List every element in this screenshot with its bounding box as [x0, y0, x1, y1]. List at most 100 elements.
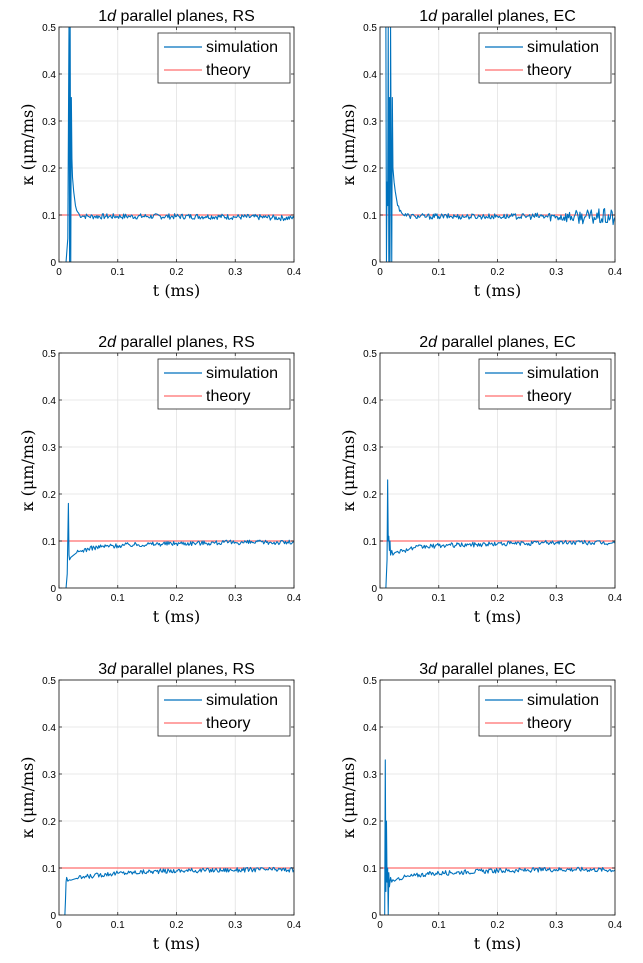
legend: simulation theory	[478, 358, 612, 410]
y-tick-label: 0.4	[363, 70, 377, 81]
y-tick-label: 0	[371, 258, 377, 269]
legend: simulation theory	[157, 685, 291, 737]
y-tick-label: 0.2	[42, 164, 56, 175]
y-tick-label: 0.3	[363, 117, 377, 128]
x-tick-label: 0.3	[549, 920, 563, 931]
legend-simulation-label: simulation	[206, 365, 278, 382]
legend-box	[478, 685, 612, 737]
x-tick-label: 0.1	[432, 593, 446, 604]
x-tick-label: 0.2	[170, 267, 184, 278]
simulation-line	[384, 759, 615, 915]
y-tick-label: 0.1	[42, 537, 56, 548]
y-tick-label: 0.5	[42, 349, 56, 360]
y-tick-label: 0.2	[42, 817, 56, 828]
simulation-line	[65, 502, 294, 588]
x-tick-label: 0	[377, 267, 383, 278]
y-axis-label: κ (μm/ms)	[18, 757, 37, 839]
x-tick-label: 0	[56, 267, 62, 278]
x-tick-label: 0.3	[228, 593, 242, 604]
y-tick-label: 0.5	[363, 23, 377, 34]
chart-title-dim: d	[428, 661, 438, 678]
chart-title-number: 3	[98, 661, 107, 678]
chart-title-rest: parallel planes, RS	[116, 661, 255, 678]
chart-title-number: 2	[419, 334, 428, 351]
x-tick-label: 0.2	[491, 267, 505, 278]
x-axis-label: t (ms)	[474, 607, 521, 626]
chart-title: 1d parallel planes, RS	[98, 8, 255, 25]
y-axis-label: κ (μm/ms)	[18, 430, 37, 512]
legend-box	[157, 685, 291, 737]
chart-title-dim: d	[107, 8, 117, 25]
x-axis-label: t (ms)	[153, 281, 200, 300]
x-tick-label: 0.4	[287, 593, 301, 604]
chart-panel-2: 0 0.1 0.2 0.3 0.4 0 0.1 0.2 0.3 0.4 0.5 1d parallel…	[339, 8, 622, 300]
x-tick-label: 0	[56, 920, 62, 931]
x-tick-label: 0.3	[549, 593, 563, 604]
x-tick-label: 0.3	[228, 920, 242, 931]
legend-box	[478, 32, 612, 84]
chart-title-rest: parallel planes, EC	[437, 661, 576, 678]
y-tick-label: 0.1	[42, 211, 56, 222]
x-tick-label: 0.1	[111, 920, 125, 931]
y-axis-label: κ (μm/ms)	[18, 104, 37, 186]
chart-title-number: 1	[98, 8, 107, 25]
x-tick-label: 0.1	[111, 593, 125, 604]
legend-simulation-label: simulation	[527, 365, 599, 382]
x-axis-label: t (ms)	[474, 934, 521, 953]
legend: simulation theory	[157, 32, 291, 84]
x-tick-label: 0.3	[228, 267, 242, 278]
chart-title-rest: parallel planes, EC	[437, 334, 576, 351]
chart-title-number: 1	[419, 8, 428, 25]
x-tick-label: 0.2	[170, 920, 184, 931]
y-tick-label: 0	[50, 258, 56, 269]
x-tick-label: 0.4	[608, 593, 622, 604]
chart-title: 1d parallel planes, EC	[419, 8, 576, 25]
x-tick-label: 0.1	[432, 920, 446, 931]
x-tick-label: 0	[377, 920, 383, 931]
y-tick-label: 0.2	[363, 817, 377, 828]
x-tick-label: 0.3	[549, 267, 563, 278]
y-tick-label: 0.2	[363, 164, 377, 175]
chart-title-rest: parallel planes, RS	[116, 334, 255, 351]
y-tick-label: 0.1	[363, 537, 377, 548]
legend-theory-label: theory	[206, 62, 250, 79]
legend-theory-label: theory	[206, 715, 250, 732]
x-tick-label: 0.1	[111, 267, 125, 278]
y-tick-label: 0.1	[363, 864, 377, 875]
legend-box	[157, 358, 291, 410]
x-tick-label: 0.4	[287, 267, 301, 278]
chart-title-dim: d	[428, 334, 438, 351]
chart-title: 2d parallel planes, EC	[419, 334, 576, 351]
legend-simulation-label: simulation	[527, 692, 599, 709]
y-tick-label: 0.3	[42, 770, 56, 781]
y-axis-label: κ (μm/ms)	[339, 757, 358, 839]
legend: simulation theory	[157, 358, 291, 410]
x-tick-label: 0	[56, 593, 62, 604]
chart-panel-1: 0 0.1 0.2 0.3 0.4 0 0.1 0.2 0.3 0.4 0.5 1d parallel…	[18, 8, 301, 300]
simulation-line	[65, 27, 294, 262]
x-tick-label: 0.4	[608, 267, 622, 278]
y-tick-label: 0.4	[363, 723, 377, 734]
simulation-line	[385, 27, 615, 262]
y-tick-label: 0	[50, 584, 56, 595]
legend-theory-label: theory	[527, 62, 571, 79]
legend-theory-label: theory	[206, 388, 250, 405]
legend-theory-label: theory	[527, 715, 571, 732]
y-tick-label: 0.1	[42, 864, 56, 875]
legend-simulation-label: simulation	[527, 39, 599, 56]
y-axis-label: κ (μm/ms)	[339, 104, 358, 186]
legend: simulation theory	[478, 685, 612, 737]
y-tick-label: 0.3	[363, 443, 377, 454]
chart-title: 3d parallel planes, EC	[419, 661, 576, 678]
chart-panel-4: 0 0.1 0.2 0.3 0.4 0 0.1 0.2 0.3 0.4 0.5 2d parallel…	[339, 334, 622, 626]
y-tick-label: 0.4	[363, 396, 377, 407]
y-tick-label: 0	[371, 911, 377, 922]
chart-title-rest: parallel planes, EC	[437, 8, 576, 25]
chart-title-dim: d	[107, 661, 117, 678]
chart-title-dim: d	[107, 334, 117, 351]
y-tick-label: 0.5	[42, 23, 56, 34]
y-tick-label: 0.3	[42, 117, 56, 128]
y-tick-label: 0.1	[363, 211, 377, 222]
x-tick-label: 0	[377, 593, 383, 604]
